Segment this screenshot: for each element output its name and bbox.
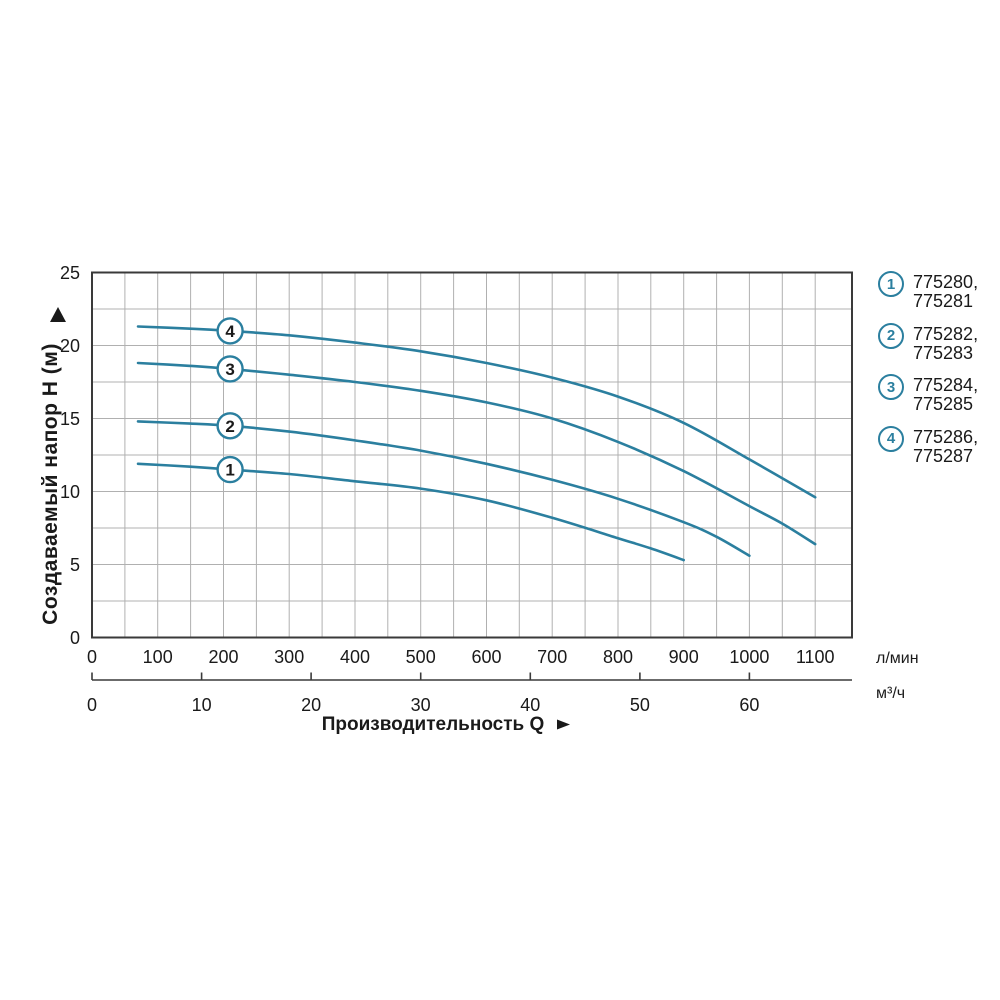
legend-item-4: 4 775286, 775287 — [878, 425, 979, 467]
svg-text:600: 600 — [471, 647, 501, 667]
svg-text:700: 700 — [537, 647, 567, 667]
y-axis-arrow-icon — [50, 307, 66, 322]
svg-text:100: 100 — [143, 647, 173, 667]
svg-text:20: 20 — [60, 336, 80, 356]
legend-label-3-line2: 775285 — [913, 394, 974, 414]
legend-item-1: 1 775280, 775281 — [878, 271, 978, 312]
curve-badge-1 — [216, 455, 244, 484]
svg-text:10: 10 — [192, 695, 212, 715]
legend-label-2-line1: 775282, — [913, 323, 979, 344]
plot-border — [91, 271, 853, 639]
svg-text:3: 3 — [225, 360, 234, 379]
svg-text:л/мин: л/мин — [876, 650, 919, 667]
legend-item-3: 3 775284, 775285 — [878, 374, 978, 415]
legend-badge-1: 1 — [878, 271, 904, 297]
curve-badge-3 — [216, 355, 244, 383]
svg-text:10: 10 — [60, 482, 80, 502]
svg-text:1000: 1000 — [729, 647, 769, 667]
legend-badge-4: 4 — [878, 425, 904, 452]
legend-label-4: 775286, 775287 — [913, 426, 979, 466]
svg-text:800: 800 — [603, 647, 633, 667]
svg-text:25: 25 — [60, 263, 80, 283]
legend-label-2: 775282, 775283 — [913, 323, 979, 363]
svg-text:60: 60 — [739, 695, 759, 715]
curve-2 — [136, 420, 751, 557]
svg-text:0: 0 — [70, 628, 80, 648]
svg-text:15: 15 — [60, 409, 80, 429]
svg-text:20: 20 — [301, 695, 321, 715]
svg-text:500: 500 — [406, 647, 436, 667]
legend-badge-3: 3 — [878, 374, 904, 400]
svg-text:50: 50 — [630, 695, 650, 715]
svg-text:2: 2 — [225, 417, 234, 436]
legend-label-4-line1: 775286, — [913, 426, 979, 447]
x-axis-title: Производительность Q — [322, 714, 570, 735]
x-axis-m3h-labels: 0 10 20 30 40 50 60 м³/ч — [87, 685, 905, 715]
curve-3 — [136, 361, 817, 546]
legend-label-4-line2: 775287 — [913, 445, 974, 466]
svg-text:5: 5 — [70, 555, 80, 575]
svg-text:40: 40 — [520, 695, 540, 715]
x-axis-m3h — [91, 672, 852, 681]
curve-badges: 1 2 3 4 — [216, 317, 244, 484]
legend: 1 775280, 775281 2 775282, 775283 3 7752… — [878, 271, 978, 477]
x-axis-arrow-icon — [557, 719, 570, 730]
svg-text:0: 0 — [87, 647, 97, 667]
svg-text:м³/ч: м³/ч — [876, 685, 905, 702]
y-axis-title: Создаваемый напор H (м) — [39, 307, 66, 625]
legend-label-3-line1: 775284, — [913, 375, 979, 395]
x-axis-lmin-labels: 0 100 200 300 400 500 600 700 800 900 1000 1100 л/ми… — [87, 647, 919, 667]
svg-text:30: 30 — [411, 695, 431, 715]
legend-item-2: 2 775282, 775283 — [878, 322, 979, 364]
legend-badge-2: 2 — [878, 322, 904, 349]
legend-label-1-line1: 775280, — [913, 272, 979, 292]
legend-label-1: 775280, 775281 — [913, 273, 978, 311]
svg-text:4: 4 — [225, 322, 235, 341]
svg-text:1: 1 — [225, 461, 234, 480]
gridlines — [92, 272, 852, 638]
svg-text:1100: 1100 — [796, 647, 835, 667]
legend-label-1-line2: 775281 — [913, 291, 974, 311]
legend-label-3: 775284, 775285 — [913, 376, 978, 414]
svg-text:900: 900 — [669, 647, 699, 667]
curve-badge-4 — [216, 317, 244, 345]
svg-text:Производительность Q: Производительность Q — [322, 714, 545, 735]
y-tick-labels: 0 5 10 15 20 25 — [60, 263, 80, 648]
svg-text:200: 200 — [208, 647, 238, 667]
legend-label-2-line2: 775283 — [913, 342, 974, 363]
curve-badge-2 — [216, 412, 244, 440]
svg-text:0: 0 — [87, 695, 97, 715]
svg-text:400: 400 — [340, 647, 370, 667]
svg-text:Создаваемый напор H (м): Создаваемый напор H (м) — [39, 343, 62, 625]
svg-text:300: 300 — [274, 647, 304, 667]
